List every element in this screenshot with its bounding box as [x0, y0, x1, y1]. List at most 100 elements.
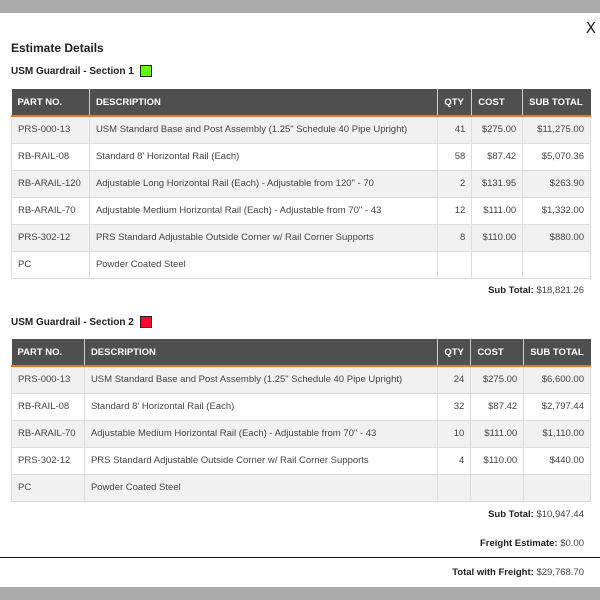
cost: $131.95 — [471, 169, 524, 198]
freight-estimate: Freight Estimate: $0.00 — [480, 538, 584, 549]
subtotal-label: Sub Total: — [488, 285, 534, 296]
qty: 32 — [437, 392, 472, 421]
part-no: RB-ARAIL-70 — [11, 419, 85, 448]
cost — [470, 473, 525, 502]
table-header-row: PART NO. DESCRIPTION QTY COST SUB TOTAL — [11, 339, 591, 367]
estimate-details-modal: X Estimate Details USM Guardrail - Secti… — [0, 13, 600, 587]
freight-value: $0.00 — [560, 538, 584, 549]
cost: $111.00 — [470, 419, 525, 448]
subtotal: $1,332.00 — [522, 196, 591, 225]
table-row: RB-RAIL-08 Standard 8' Horizontal Rail (… — [11, 392, 591, 421]
close-button[interactable]: X — [585, 19, 596, 37]
description: PRS Standard Adjustable Outside Corner w… — [83, 446, 439, 475]
col-subtotal: SUB TOTAL — [522, 89, 591, 117]
qty: 24 — [437, 365, 472, 394]
table-row: PRS-302-12 PRS Standard Adjustable Outsi… — [11, 446, 591, 475]
cost: $110.00 — [470, 446, 525, 475]
section-1-title: USM Guardrail - Section 1 — [11, 65, 134, 77]
table-row: PRS-000-13 USM Standard Base and Post As… — [11, 365, 591, 394]
subtotal-label: Sub Total: — [488, 509, 534, 520]
subtotal — [523, 473, 591, 502]
total-divider — [0, 557, 600, 558]
subtotal: $2,797.44 — [523, 392, 591, 421]
cost — [471, 250, 524, 279]
subtotal: $1,110.00 — [523, 419, 591, 448]
qty — [437, 250, 473, 279]
col-description: DESCRIPTION — [84, 339, 439, 367]
description: Adjustable Medium Horizontal Rail (Each)… — [83, 419, 439, 448]
table-row: RB-ARAIL-70 Adjustable Medium Horizontal… — [11, 419, 591, 448]
subtotal-value: $10,947.44 — [536, 509, 584, 520]
part-no: RB-ARAIL-120 — [11, 169, 90, 198]
cost: $111.00 — [471, 196, 524, 225]
part-no: RB-RAIL-08 — [11, 392, 85, 421]
description: PRS Standard Adjustable Outside Corner w… — [88, 223, 439, 252]
section-2-label: USM Guardrail - Section 2 — [11, 316, 152, 328]
cost: $87.42 — [471, 142, 524, 171]
col-qty: QTY — [437, 89, 473, 117]
part-no: PC — [11, 473, 85, 502]
qty: 41 — [437, 115, 473, 144]
subtotal: $440.00 — [523, 446, 591, 475]
table-header-row: PART NO. DESCRIPTION QTY COST SUB TOTAL — [11, 89, 591, 117]
table-row: PC Powder Coated Steel — [11, 473, 591, 502]
col-cost: COST — [470, 339, 525, 367]
description: Powder Coated Steel — [83, 473, 439, 502]
part-no: PC — [11, 250, 90, 279]
section-2-title: USM Guardrail - Section 2 — [11, 316, 134, 328]
table-row: RB-RAIL-08 Standard 8' Horizontal Rail (… — [11, 142, 591, 171]
part-no: PRS-000-13 — [11, 365, 85, 394]
table-row: RB-ARAIL-70 Adjustable Medium Horizontal… — [11, 196, 591, 225]
modal-title: Estimate Details — [11, 41, 104, 55]
col-description: DESCRIPTION — [89, 89, 439, 117]
part-no: PRS-302-12 — [11, 223, 90, 252]
description: Standard 8' Horizontal Rail (Each) — [83, 392, 439, 421]
table-row: RB-ARAIL-120 Adjustable Long Horizontal … — [11, 169, 591, 198]
subtotal: $880.00 — [522, 223, 591, 252]
description: Adjustable Medium Horizontal Rail (Each)… — [88, 196, 439, 225]
qty — [437, 473, 472, 502]
section-2-subtotal: Sub Total: $10,947.44 — [488, 509, 584, 520]
qty: 4 — [437, 446, 472, 475]
total-value: $29,768.70 — [536, 567, 584, 578]
total-with-freight: Total with Freight: $29,768.70 — [452, 567, 584, 578]
description: USM Standard Base and Post Assembly (1.2… — [88, 115, 439, 144]
section-1-subtotal: Sub Total: $18,821.26 — [488, 285, 584, 296]
description: USM Standard Base and Post Assembly (1.2… — [83, 365, 439, 394]
qty: 8 — [437, 223, 473, 252]
part-no: RB-RAIL-08 — [11, 142, 90, 171]
table-row: PRS-000-13 USM Standard Base and Post As… — [11, 115, 591, 144]
cost: $275.00 — [471, 115, 524, 144]
description: Powder Coated Steel — [88, 250, 439, 279]
col-subtotal: SUB TOTAL — [523, 339, 591, 367]
qty: 12 — [437, 196, 473, 225]
total-label: Total with Freight: — [452, 567, 534, 578]
section-2-table: PART NO. DESCRIPTION QTY COST SUB TOTAL … — [11, 339, 591, 502]
col-cost: COST — [471, 89, 524, 117]
qty: 2 — [437, 169, 473, 198]
col-qty: QTY — [437, 339, 472, 367]
description: Standard 8' Horizontal Rail (Each) — [88, 142, 439, 171]
subtotal — [522, 250, 591, 279]
section-2-color-swatch — [139, 316, 152, 328]
part-no: PRS-000-13 — [11, 115, 90, 144]
part-no: RB-ARAIL-70 — [11, 196, 90, 225]
subtotal: $6,600.00 — [523, 365, 591, 394]
cost: $110.00 — [471, 223, 524, 252]
section-1-label: USM Guardrail - Section 1 — [11, 65, 152, 77]
section-1-color-swatch — [139, 65, 152, 77]
table-row: PRS-302-12 PRS Standard Adjustable Outsi… — [11, 223, 591, 252]
subtotal: $263.90 — [522, 169, 591, 198]
cost: $275.00 — [470, 365, 525, 394]
part-no: PRS-302-12 — [11, 446, 85, 475]
col-part-no: PART NO. — [11, 89, 90, 117]
subtotal-value: $18,821.26 — [536, 285, 584, 296]
cost: $87.42 — [470, 392, 525, 421]
subtotal: $5,070.36 — [522, 142, 591, 171]
table-row: PC Powder Coated Steel — [11, 250, 591, 279]
section-1-table: PART NO. DESCRIPTION QTY COST SUB TOTAL … — [11, 89, 591, 279]
description: Adjustable Long Horizontal Rail (Each) -… — [88, 169, 439, 198]
col-part-no: PART NO. — [11, 339, 85, 367]
freight-label: Freight Estimate: — [479, 538, 558, 549]
subtotal: $11,275.00 — [522, 115, 591, 144]
